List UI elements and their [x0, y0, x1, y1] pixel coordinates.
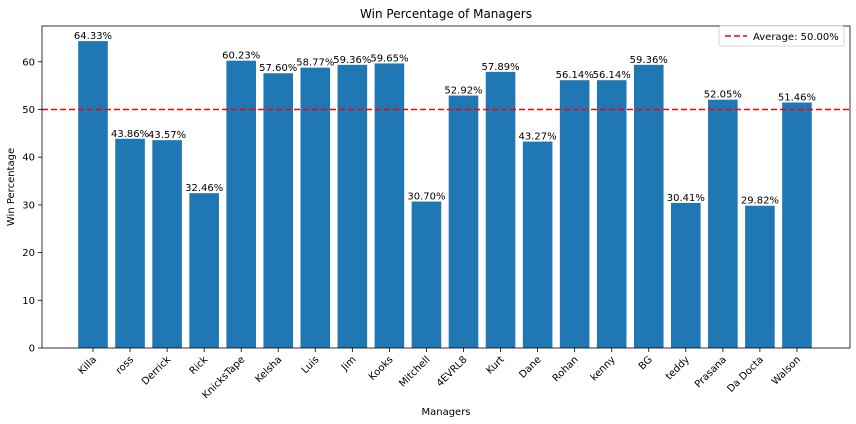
bar [708, 99, 738, 348]
x-tick-label: kenny [589, 354, 618, 383]
bar [671, 202, 701, 348]
bar [782, 102, 812, 348]
bar [633, 64, 664, 349]
bar [485, 71, 516, 348]
plot-frame [41, 25, 851, 349]
bar-value-label: 51.46% [778, 93, 816, 104]
bar-value-label: 56.14% [556, 70, 594, 81]
legend: Average: 50.00% [718, 25, 845, 47]
x-tick-label: Walson [770, 354, 803, 387]
x-tick-label: Prasana [693, 354, 729, 390]
y-tick-label: 60 [22, 57, 35, 68]
y-tick-label: 10 [22, 296, 35, 307]
bar-value-label: 60.23% [222, 51, 260, 62]
bar [226, 60, 256, 348]
x-axis-label: Managers [421, 407, 470, 418]
x-tick-label: Dane [517, 354, 543, 380]
bar-value-label: 29.82% [741, 196, 779, 207]
chart-title: Win Percentage of Managers [360, 7, 532, 21]
x-tick-label: ross [114, 354, 136, 376]
x-tick-label: Luis [300, 354, 322, 376]
bar [448, 95, 479, 348]
bar-value-label: 52.05% [704, 90, 742, 101]
x-tick-label: Rick [188, 354, 211, 377]
bar-value-label: 32.46% [185, 183, 223, 194]
bar-value-label: 43.86% [111, 129, 149, 140]
bar [745, 205, 775, 348]
bar [374, 63, 405, 348]
y-tick-label: 20 [22, 248, 35, 259]
y-tick-label: 30 [22, 200, 35, 211]
bar [300, 67, 331, 349]
bar-value-label: 30.41% [667, 193, 705, 204]
x-tick-label: Killa [76, 354, 99, 377]
bar-value-label: 30.70% [407, 192, 445, 203]
x-tick-label: Da Docta [725, 354, 766, 395]
bar-value-label: 64.33% [74, 31, 112, 42]
bar [189, 193, 219, 348]
x-tick-label: Jim [339, 354, 358, 373]
x-tick-label: Rohan [551, 354, 581, 384]
y-tick-label: 40 [22, 153, 35, 164]
y-tick-label: 0 [29, 344, 35, 355]
bar-value-label: 59.65% [370, 53, 408, 64]
x-tick-label: BG [637, 354, 655, 372]
bars-layer [78, 41, 812, 349]
value-labels-layer: 64.33% 43.86%43.57% 32.46% 60.23%57.60%58.7… [74, 31, 816, 207]
x-tick-label: Mitchell [397, 354, 432, 389]
bar-value-label: 59.36% [630, 55, 668, 66]
bar [152, 140, 182, 348]
x-tick-label: Kelsha [253, 354, 284, 385]
y-tick-label: 50 [22, 105, 35, 116]
bar [596, 80, 627, 348]
legend-label: Average: 50.00% [753, 32, 839, 43]
bar-value-label: 59.36% [333, 55, 371, 66]
bar [337, 64, 368, 349]
x-tick-label: Derrick [140, 354, 173, 387]
bar [115, 138, 145, 348]
bar-value-label: 56.14% [593, 70, 631, 81]
y-axis-label: Win Percentage [6, 148, 17, 226]
x-tick-label: Kurt [484, 354, 506, 376]
legend-box [718, 25, 845, 47]
bar-value-label: 52.92% [444, 86, 482, 97]
bar-value-label: 57.60% [259, 63, 297, 74]
x-tick-label: Kooks [367, 354, 395, 382]
bar-value-label: 58.77% [296, 58, 334, 69]
x-tick-label: 4EVRL8 [435, 354, 470, 389]
bar [263, 73, 294, 348]
bar-value-label: 43.57% [148, 130, 186, 141]
x-tick-label: teddy [664, 354, 692, 382]
bar [522, 141, 553, 348]
bar [78, 41, 108, 349]
y-axis: 0 10 20 30 40 50 60 [22, 57, 42, 355]
bar [559, 80, 590, 348]
bar-value-label: 43.27% [519, 132, 557, 143]
bar [411, 201, 442, 348]
bar-value-label: 57.89% [481, 62, 519, 73]
